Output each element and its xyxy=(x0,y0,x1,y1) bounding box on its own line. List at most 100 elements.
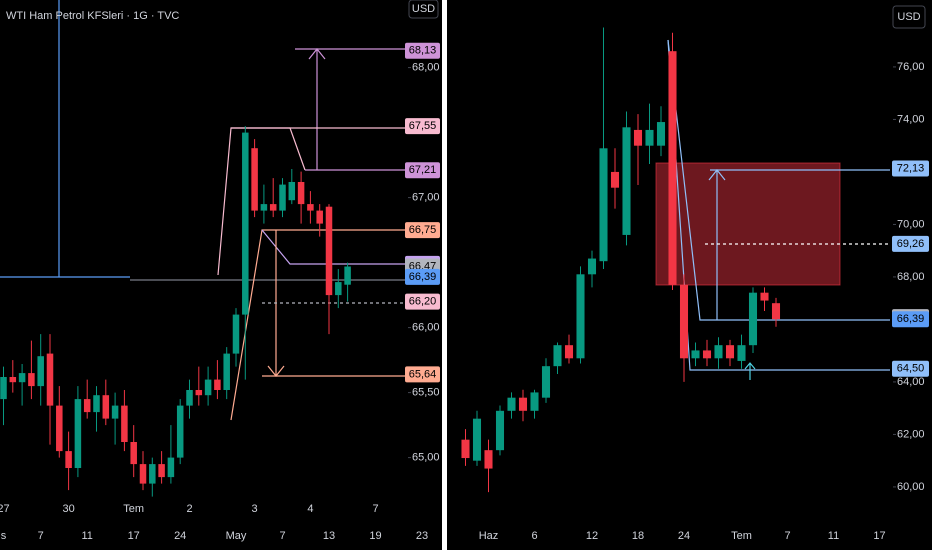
candle-body xyxy=(251,148,258,211)
candle-body xyxy=(633,129,643,146)
candle-body xyxy=(610,171,620,188)
x-tick-label: 7 xyxy=(372,503,378,515)
x-tick-label: Tem xyxy=(123,503,144,515)
x-tick-label: 24 xyxy=(678,530,690,542)
x-tick-label: 7 xyxy=(38,530,44,542)
price-label: 66,75 xyxy=(409,224,437,236)
candle-body xyxy=(587,258,597,275)
candle-body xyxy=(139,464,147,484)
candle-body xyxy=(518,397,528,411)
candle-body xyxy=(204,379,212,396)
candle-body xyxy=(37,356,44,387)
candle-body xyxy=(461,439,470,459)
candle-body xyxy=(223,353,230,390)
x-tick-label: 11 xyxy=(828,530,839,542)
candle-body xyxy=(564,345,574,359)
right-panel-bg xyxy=(447,0,932,550)
x-tick-label: 30 xyxy=(62,503,74,515)
candle-body xyxy=(121,405,128,442)
x-tick-label: 13 xyxy=(323,530,335,542)
arrow-head xyxy=(744,362,756,370)
candle-body xyxy=(260,204,268,211)
candle-body xyxy=(645,129,654,146)
candle-body xyxy=(553,345,562,367)
price-label: 65,64 xyxy=(409,368,437,380)
candle-body xyxy=(307,204,314,211)
candle-body xyxy=(130,442,137,465)
candle-body xyxy=(176,405,184,458)
candle-body xyxy=(232,314,240,354)
price-label-box xyxy=(405,268,440,285)
candle-body xyxy=(541,366,551,398)
candle-body xyxy=(748,292,758,346)
candle-body xyxy=(530,392,539,411)
candle-body xyxy=(484,450,493,469)
candle-body xyxy=(195,390,203,396)
price-label: 66,20 xyxy=(409,296,437,308)
candle-body xyxy=(83,399,91,413)
arrow-head xyxy=(708,169,726,181)
candle-body xyxy=(74,399,82,468)
candle-body xyxy=(167,457,175,478)
x-tick-label: 6 xyxy=(531,530,537,542)
candle-body xyxy=(186,390,193,406)
y-tick-label: 70,00 xyxy=(897,218,925,230)
candle-body xyxy=(576,274,585,359)
candle-body xyxy=(668,51,677,285)
y-tick-label: 76,00 xyxy=(897,61,925,73)
drawing-line xyxy=(261,229,405,265)
candle-body xyxy=(725,345,735,359)
candle-body xyxy=(702,350,712,359)
candle-body xyxy=(472,418,482,461)
y-tick-label: 74,00 xyxy=(897,113,925,125)
chart-title: WTI Ham Petrol KFSleri · 1G · TVC xyxy=(6,10,179,22)
candle-body xyxy=(325,206,333,296)
candle-body xyxy=(93,395,100,413)
candle-body xyxy=(288,182,296,201)
candle-body xyxy=(714,345,723,359)
price-label: 72,13 xyxy=(897,162,925,174)
x-tick-label: May xyxy=(226,530,247,542)
candle-body xyxy=(46,353,54,406)
x-tick-label: 19 xyxy=(369,530,381,542)
price-label: 64,50 xyxy=(897,363,925,375)
right-drawings xyxy=(655,39,890,380)
drawing-line xyxy=(667,39,890,321)
x-tick-label: 4 xyxy=(307,503,313,515)
candle-body xyxy=(269,204,277,211)
price-label-box xyxy=(405,162,440,179)
left-panel-bg xyxy=(0,0,442,550)
candle-body xyxy=(771,303,781,320)
candle-body xyxy=(149,464,156,484)
x-tick-label: 27 xyxy=(0,503,10,515)
x-tick-label: 12 xyxy=(586,530,598,542)
left-drawings xyxy=(0,0,405,421)
x-tick-label: 7 xyxy=(784,530,790,542)
currency: USD xyxy=(412,3,435,15)
candle-body xyxy=(111,405,119,419)
x-tick-label: 23 xyxy=(416,530,428,542)
arrow-head xyxy=(308,48,326,60)
candle-body xyxy=(335,282,342,296)
price-label-box xyxy=(405,118,440,135)
currency: USD xyxy=(897,11,920,23)
x-tick-label: Tem xyxy=(731,530,752,542)
price-label-box xyxy=(405,293,440,310)
y-tick-label: 68,00 xyxy=(897,271,925,283)
currency-box xyxy=(892,5,926,29)
y-tick-label: 60,00 xyxy=(897,481,925,493)
currency-box xyxy=(408,0,439,19)
candle-body xyxy=(56,405,63,452)
y-tick-label: 68,00 xyxy=(412,62,440,74)
candle-body xyxy=(691,350,700,359)
x-tick-label: Haz xyxy=(479,530,499,542)
y-tick-label: 62,00 xyxy=(897,428,925,440)
price-label: 68,13 xyxy=(409,45,437,57)
zone-rect xyxy=(655,162,841,286)
price-label-box xyxy=(892,311,929,328)
price-label-box xyxy=(405,42,440,59)
candle-body xyxy=(214,379,221,390)
price-label: 69,26 xyxy=(897,238,925,250)
